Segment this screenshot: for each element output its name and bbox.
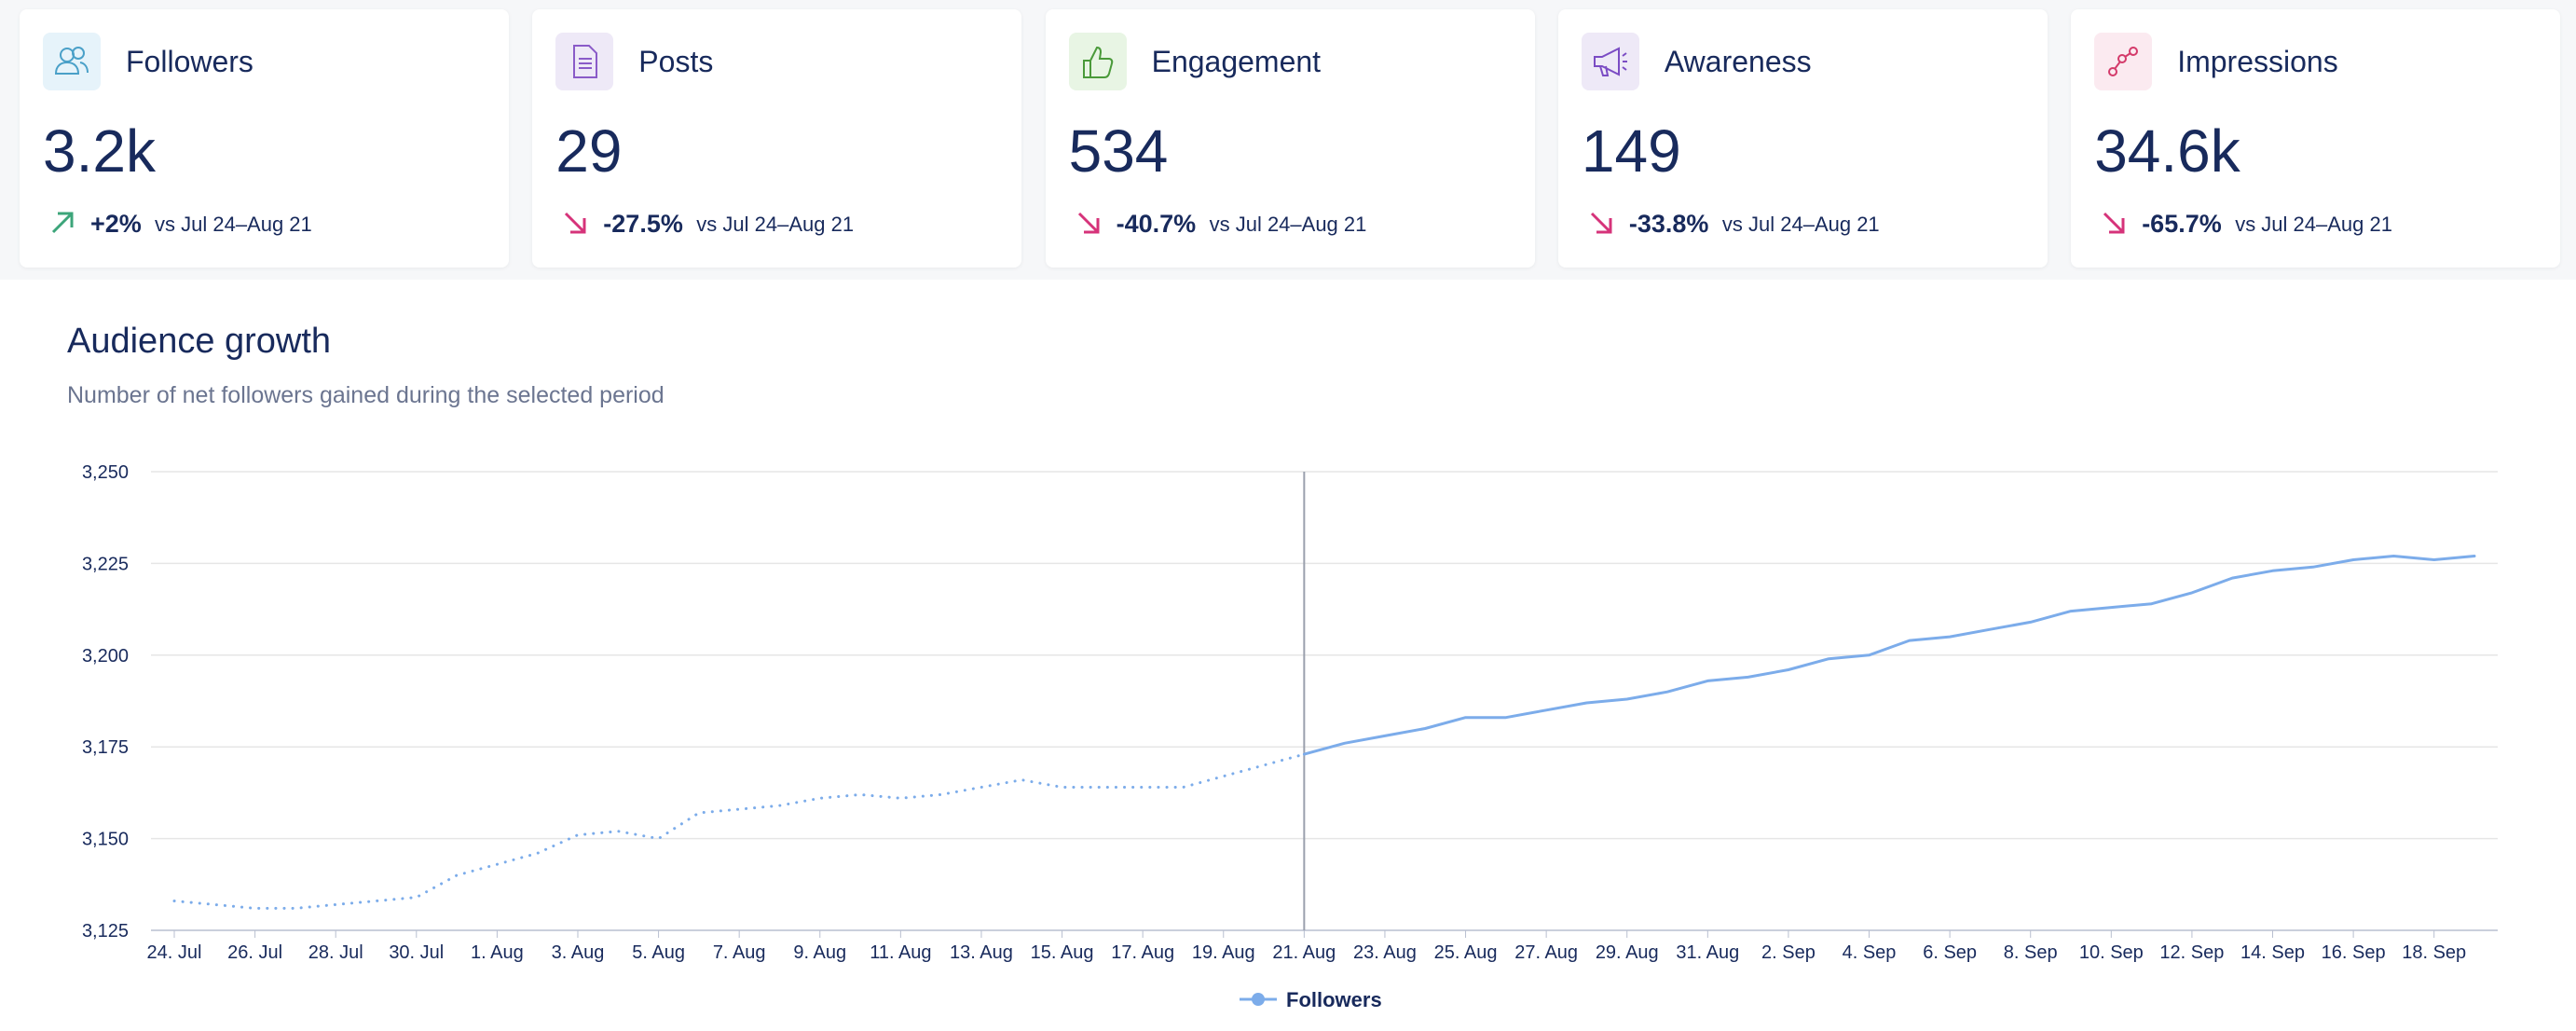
card-icon <box>555 33 614 90</box>
icon-glyph <box>1082 46 1113 78</box>
x-tick-label: 17. Aug <box>1111 942 1174 963</box>
card-title: Awareness <box>1664 45 1812 78</box>
y-tick-label: 3,225 <box>82 554 129 574</box>
chart: Audience growth Number of net followers … <box>0 280 2576 1031</box>
x-tick-label: 4. Sep <box>1843 942 1897 963</box>
arrow-up <box>51 212 74 234</box>
card-change: -27.5% <box>603 210 683 238</box>
kpi-card: Impressions 34.6k -65.7% vs Jul 24–Aug 21 <box>2071 9 2561 268</box>
x-tick-label: 7. Aug <box>713 942 766 963</box>
x-tick-label: 13. Aug <box>950 942 1013 963</box>
x-tick-label: 25. Aug <box>1434 942 1498 963</box>
card-comparison: vs Jul 24–Aug 21 <box>1209 213 1367 236</box>
card-comparison: vs Jul 24–Aug 21 <box>696 213 855 236</box>
y-tick-label: 3,200 <box>82 646 129 667</box>
chart-subtitle: Number of net followers gained during th… <box>67 382 665 408</box>
kpi-card: Engagement 534 -40.7% vs Jul 24–Aug 21 <box>1045 9 1535 268</box>
x-tick-label: 16. Sep <box>2322 942 2386 963</box>
arrow-down <box>1077 212 1100 234</box>
card-title: Engagement <box>1151 45 1322 78</box>
chart-title: Audience growth <box>67 322 331 361</box>
card-comparison: vs Jul 24–Aug 21 <box>2235 213 2392 236</box>
line-current <box>1302 555 2476 756</box>
y-tick-label: 3,250 <box>82 462 129 483</box>
card-value: 149 <box>1581 117 1681 185</box>
arrow-down <box>1590 212 1612 234</box>
icon-glyph <box>573 45 598 78</box>
x-tick-label: 14. Sep <box>2240 942 2305 963</box>
x-tick-label: 5. Aug <box>632 942 685 963</box>
x-tick-label: 28. Jul <box>308 942 363 963</box>
legend-label: Followers <box>1286 988 1382 1011</box>
trend-arrow <box>48 208 77 242</box>
trend-arrow <box>1074 208 1103 242</box>
icon-glyph <box>1593 47 1627 76</box>
line-previous <box>172 752 1306 910</box>
card-icon <box>1068 33 1127 90</box>
card-title: Impressions <box>2177 45 2338 78</box>
x-tick-label: 11. Aug <box>870 942 931 963</box>
y-tick-label: 3,175 <box>82 737 129 758</box>
card-comparison: vs Jul 24–Aug 21 <box>155 213 312 236</box>
x-tick-label: 10. Sep <box>2079 942 2144 963</box>
kpi-card: Posts 29 -27.5% vs Jul 24–Aug 21 <box>532 9 1022 268</box>
x-tick-label: 19. Aug <box>1192 942 1255 963</box>
x-tick-label: 8. Sep <box>2004 942 2058 963</box>
arrow-down <box>565 212 586 234</box>
x-tick-label: 24. Jul <box>147 942 202 963</box>
card-change: -65.7% <box>2142 210 2222 238</box>
legend-marker <box>1252 993 1265 1006</box>
y-tick-label: 3,150 <box>82 830 129 850</box>
icon-glyph <box>2108 47 2139 76</box>
card-value: 34.6k <box>2094 117 2240 185</box>
x-tick-label: 30. Jul <box>389 942 444 963</box>
card-title: Followers <box>126 45 253 78</box>
x-tick-label: 1. Aug <box>471 942 524 963</box>
x-tick-label: 21. Aug <box>1272 942 1336 963</box>
card-icon <box>2094 33 2153 90</box>
card-value: 534 <box>1068 117 1169 185</box>
card-comparison: vs Jul 24–Aug 21 <box>1721 213 1880 236</box>
icon-glyph <box>54 47 89 75</box>
kpi-card: Followers 3.2k +2% vs Jul 24–Aug 21 <box>20 9 509 268</box>
x-tick-label: 2. Sep <box>1761 942 1816 963</box>
x-tick-label: 15. Aug <box>1031 942 1094 963</box>
card-change: +2% <box>90 210 142 238</box>
x-tick-label: 12. Sep <box>2159 942 2224 963</box>
card-change: -33.8% <box>1628 210 1709 238</box>
x-tick-label: 6. Sep <box>1923 942 1977 963</box>
x-tick-label: 9. Aug <box>793 942 846 963</box>
card-title: Posts <box>638 45 714 78</box>
x-tick-label: 3. Aug <box>552 942 605 963</box>
card-value: 29 <box>555 117 623 185</box>
trend-arrow <box>1586 208 1616 242</box>
card-icon <box>1581 33 1639 90</box>
trend-arrow <box>560 208 590 242</box>
x-tick-label: 29. Aug <box>1596 942 1659 963</box>
trend-arrow <box>2099 208 2129 242</box>
card-icon <box>43 33 101 90</box>
x-tick-label: 23. Aug <box>1353 942 1417 963</box>
card-value: 3.2k <box>43 117 156 185</box>
x-tick-label: 31. Aug <box>1676 942 1739 963</box>
card-change: -40.7% <box>1116 210 1197 238</box>
y-tick-label: 3,125 <box>82 921 129 942</box>
x-tick-label: 18. Sep <box>2402 942 2466 963</box>
x-tick-label: 27. Aug <box>1514 942 1578 963</box>
arrow-down <box>2103 212 2125 234</box>
kpi-card: Awareness 149 -33.8% vs Jul 24–Aug 21 <box>1557 9 2048 268</box>
x-tick-label: 26. Jul <box>227 942 282 963</box>
